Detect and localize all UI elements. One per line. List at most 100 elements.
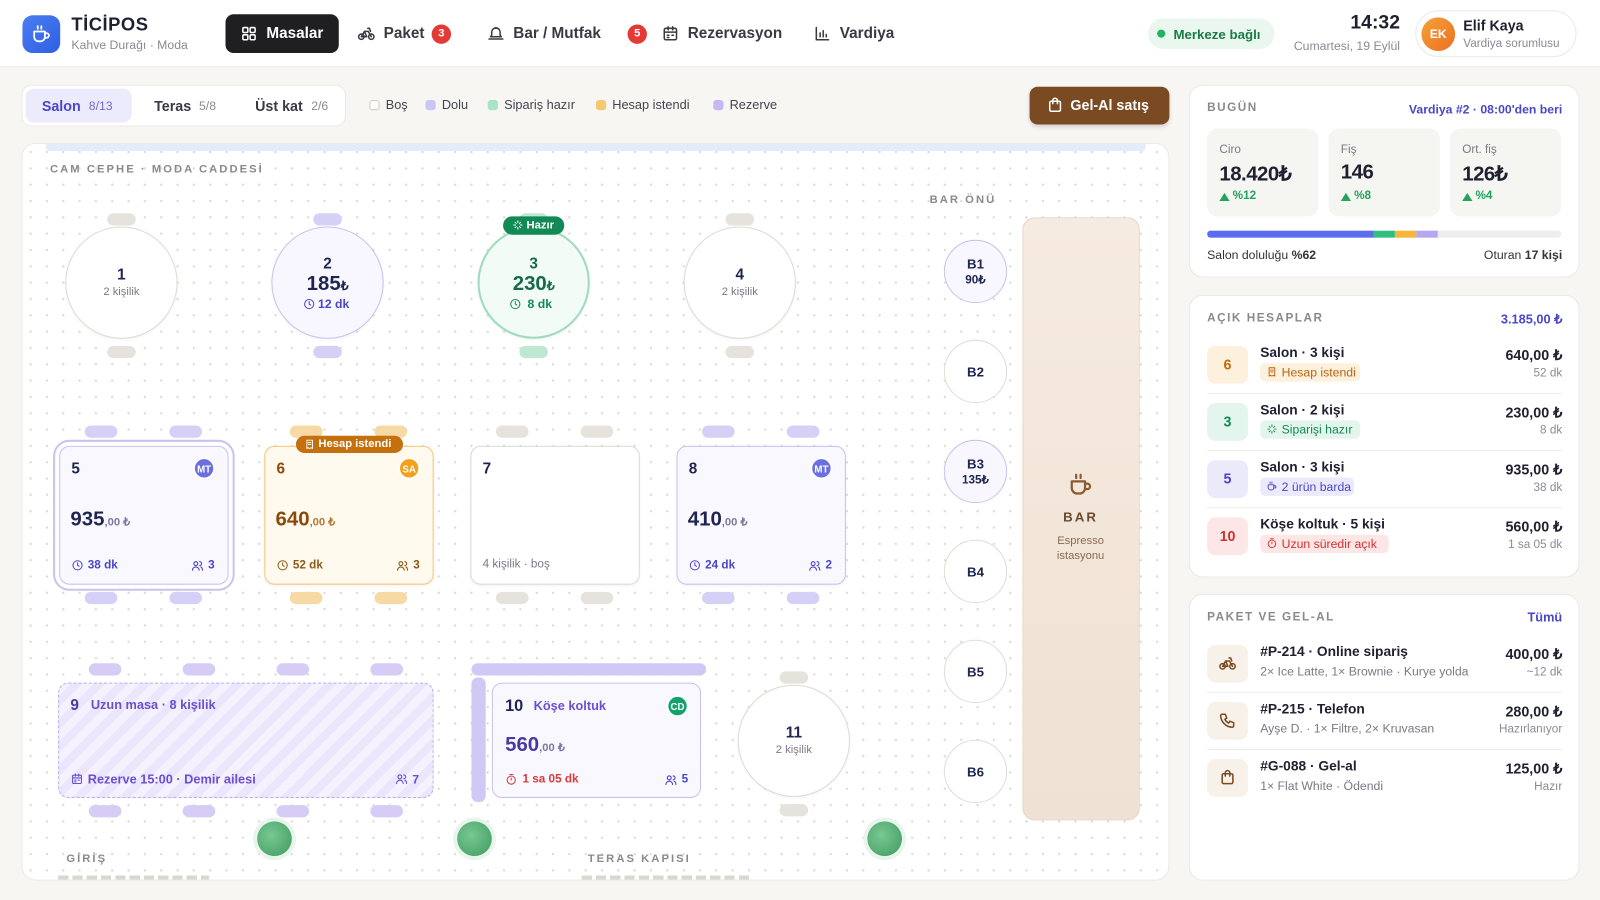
cup-icon: [33, 25, 50, 43]
account-tag: 2 ürün barda: [1260, 477, 1355, 496]
table-badge: 3: [1207, 403, 1248, 441]
legend-label: Boş: [385, 97, 408, 113]
legend-swatch: [369, 99, 380, 111]
nav-item[interactable]: Vardiya: [813, 14, 905, 53]
table-number: 4: [735, 266, 745, 284]
account-row[interactable]: 3 Salon · 2 kişi Siparişi hazır 230,00 ₺ 8 d…: [1207, 402, 1563, 453]
waiter-badge: CD: [666, 694, 689, 718]
divider: [1207, 392, 1563, 394]
reservation: Rezerve 15:00 · Demir ailesi: [87, 772, 256, 787]
chair: [289, 591, 323, 605]
round-table[interactable]: [65, 226, 178, 339]
seat-name: B6: [967, 764, 984, 780]
bag-icon: [1221, 769, 1234, 785]
plant: [257, 821, 292, 857]
bar-seat[interactable]: [943, 739, 1008, 804]
status-badge: Hesap istendi: [295, 435, 404, 454]
round-table[interactable]: [477, 226, 590, 339]
bar-seat[interactable]: [943, 539, 1008, 604]
account-row[interactable]: 5 Salon · 3 kişi 2 ürün barda 935,00 ₺ 38 dk: [1207, 459, 1563, 510]
takeaway-label: Gel-Al satış: [1070, 96, 1150, 114]
area-tab[interactable]: Salon 8/13: [25, 88, 132, 123]
nav-item[interactable]: Paket 3: [357, 14, 455, 53]
user-menu[interactable]: EK Elif Kaya Vardiya sorumlusu: [1415, 10, 1577, 58]
legend-label: Hesap istendi: [612, 97, 690, 113]
chair: [107, 213, 136, 226]
table-number: 2: [323, 255, 332, 273]
corner-table[interactable]: [491, 682, 702, 798]
see-all-link[interactable]: Tümü: [1527, 610, 1563, 625]
chair: [84, 425, 118, 438]
nav-label: Masalar: [266, 24, 324, 42]
seat-name: B2: [967, 364, 984, 380]
table-amount: 640,00 ₺: [276, 508, 336, 531]
bar-seat[interactable]: [943, 639, 1008, 704]
seat-name: B4: [967, 564, 984, 580]
area-tab[interactable]: Üst kat 2/6: [239, 89, 335, 123]
chair: [370, 663, 404, 676]
order-row[interactable]: #G-088 · Gel-al 1× Flat White · Ödendi 125…: [1207, 758, 1562, 809]
round-table[interactable]: [683, 226, 796, 339]
bell-icon: [488, 26, 504, 40]
currency: ₺: [546, 278, 555, 293]
order-row[interactable]: #P-215 · Telefon Ayşe D. · 1× Filtre, 2× …: [1207, 701, 1563, 752]
square-table[interactable]: [470, 445, 640, 585]
bar-seat[interactable]: [943, 439, 1008, 504]
order-title: #P-215 · Telefon: [1260, 701, 1365, 717]
chair: [107, 345, 136, 359]
chair: [276, 663, 310, 676]
table-time: 38 dk: [87, 559, 118, 572]
account-row[interactable]: 6 Salon · 3 kişi Hesap istendi 640,00 ₺ 52 d…: [1207, 345, 1563, 396]
bar-seat[interactable]: [943, 239, 1008, 304]
sofa: [471, 677, 486, 803]
tag-label: Siparişi hazır: [1281, 422, 1353, 437]
chair: [580, 591, 614, 605]
nav-item[interactable]: Rezervasyon: [661, 14, 794, 53]
occupancy-segment: [1416, 230, 1438, 238]
tab-count: 5/8: [198, 98, 217, 114]
stat-value: 18.420₺: [1219, 163, 1292, 186]
nav-item[interactable]: Bar / Mutfak 5: [487, 14, 647, 53]
grid-icon: [242, 26, 256, 41]
chair: [786, 591, 820, 605]
takeaway-button[interactable]: Gel-Al satış: [1029, 86, 1170, 125]
bar-seat[interactable]: [943, 339, 1008, 404]
table-badge: 5: [1207, 460, 1248, 498]
chair: [779, 671, 809, 684]
table-amount: 560,00 ₺: [505, 734, 565, 757]
chair: [702, 591, 735, 605]
order-row[interactable]: #P-214 · Online sipariş 2× Ice Latte, 1× …: [1207, 644, 1563, 695]
cents: ,00 ₺: [104, 516, 131, 529]
orders-card: PAKET VE GEL-AL Tümü #P-214 · Online sipar…: [1188, 593, 1580, 881]
account-time: 52 dk: [1533, 367, 1563, 380]
seat-amount: 135₺: [961, 474, 990, 487]
legend-swatch: [487, 99, 498, 111]
round-table[interactable]: [737, 684, 850, 797]
table-guests: 3: [208, 559, 215, 572]
card-title: PAKET VE GEL-AL: [1207, 611, 1335, 624]
area-tabs: Salon 8/13 Teras 5/8 Üst kat 2/6: [21, 84, 346, 127]
cup-icon: [1070, 473, 1092, 495]
table-number: 6: [276, 460, 286, 478]
long-table[interactable]: [58, 682, 434, 798]
table-time: 12 dk: [298, 297, 369, 311]
chair: [84, 591, 118, 605]
users-icon: [191, 561, 203, 571]
plant: [867, 821, 903, 857]
chair: [182, 805, 216, 818]
table-number: 9: [70, 696, 79, 715]
bike-icon: [1219, 657, 1236, 670]
amount: 640: [275, 508, 310, 531]
account-row[interactable]: 10 Köşe koltuk · 5 kişi Uzun süredir açık 5…: [1207, 516, 1562, 567]
table-amount: 410,00 ₺: [688, 508, 748, 531]
seated-value: 17 kişi: [1524, 247, 1563, 263]
area-tab[interactable]: Teras 5/8: [138, 89, 230, 123]
nav-item[interactable]: Masalar: [225, 14, 339, 54]
divider: [1207, 507, 1563, 509]
phone-icon: [1219, 713, 1235, 729]
order-amount: 400,00 ₺: [1505, 645, 1563, 663]
round-table[interactable]: [271, 226, 384, 339]
up-arrow: [1340, 192, 1352, 202]
account-time: 8 dk: [1540, 424, 1563, 437]
table-amount: 185₺: [277, 272, 379, 295]
